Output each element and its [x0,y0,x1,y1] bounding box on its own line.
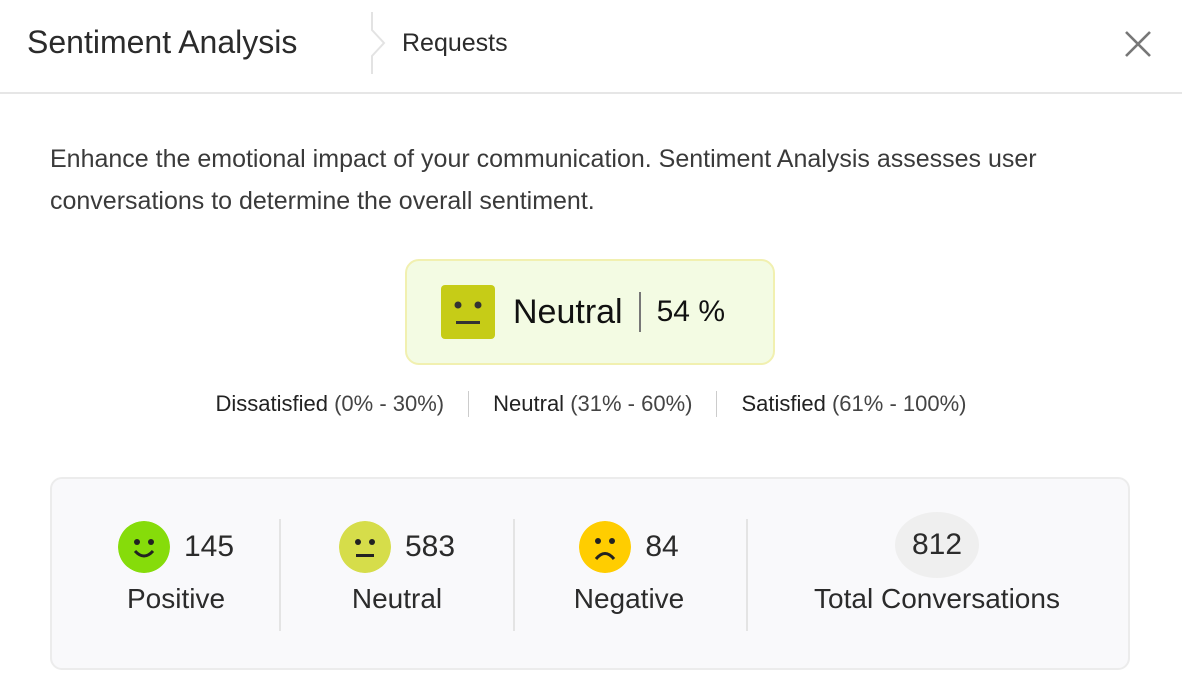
negative-label: Negative [573,583,685,614]
total-count: 812 [895,511,979,578]
description: Enhance the emotional impact of your com… [50,145,1037,215]
breadcrumb-separator-icon [371,12,386,74]
range-value: (61% - 100%) [831,391,967,416]
overall-sentiment-badge: Neutral 54 % [405,259,775,365]
overall-sentiment-label: Neutral [513,292,623,331]
sentiment-stats-card: 145 Positive 583 Neutral 84 Negative 812… [50,477,1130,670]
panel-title: Sentiment Analysis [27,24,298,60]
positive-label: Positive [126,583,226,614]
stat-negative: 84 Negative [524,519,734,631]
stat-neutral: 583 Neutral [292,519,502,631]
neutral-count: 583 [404,530,456,563]
divider [746,519,748,631]
divider [513,519,515,631]
total-label: Total Conversations [814,583,1060,614]
negative-count: 84 [645,530,679,563]
divider [279,519,281,631]
stat-positive: 145 Positive [72,519,280,631]
breadcrumb-requests[interactable]: Requests [402,29,508,57]
positive-count: 145 [183,530,235,563]
neutral-label: Neutral [351,583,443,614]
sad-face-icon [579,521,632,573]
smile-face-icon [117,521,170,573]
range-label: Satisfied [741,391,826,416]
neutral-face-icon [441,285,495,339]
range-neutral: Neutral (31% - 60%) [468,391,716,417]
overall-sentiment-percent: 54 % [656,295,725,328]
range-label: Neutral [493,391,565,416]
panel-header: Sentiment Analysis Requests [0,0,1182,94]
divider [638,292,641,332]
range-label: Dissatisfied [215,391,328,416]
range-value: (0% - 30%) [334,391,445,416]
range-dissatisfied: Dissatisfied (0% - 30%) [191,391,468,417]
range-satisfied: Satisfied (61% - 100%) [716,391,990,417]
stat-total: 812 Total Conversations [762,511,1112,631]
sentiment-ranges-legend: Dissatisfied (0% - 30%) Neutral (31% - 6… [0,391,1182,417]
close-icon[interactable] [1122,28,1154,60]
range-value: (31% - 60%) [570,391,693,416]
neutral-face-icon [338,521,391,573]
